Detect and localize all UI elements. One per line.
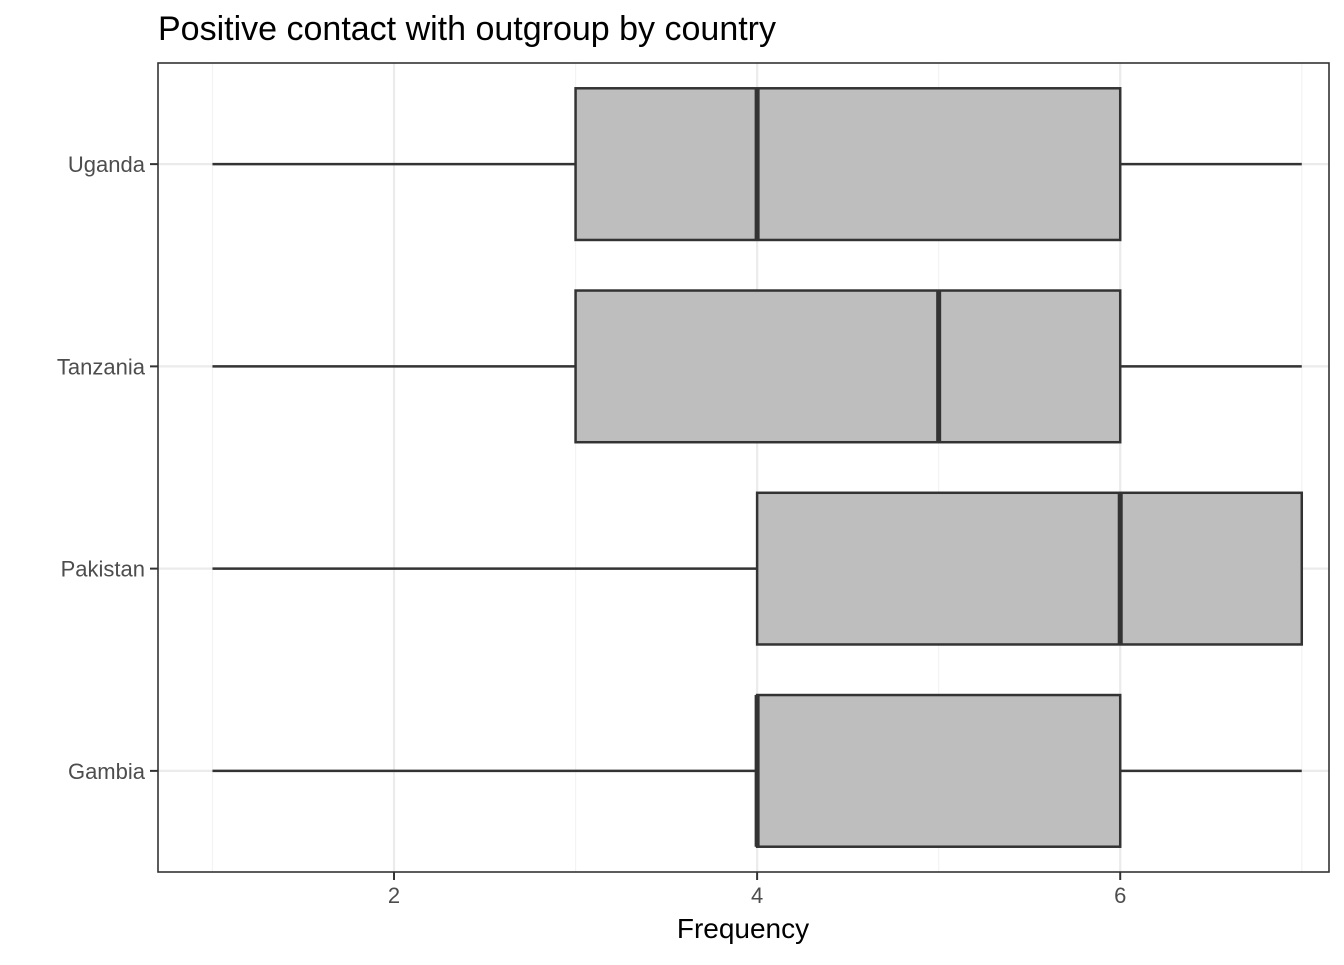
panel-border bbox=[157, 62, 1330, 873]
chart-title: Positive contact with outgroup by countr… bbox=[158, 10, 776, 48]
y-tick-label: Tanzania bbox=[57, 354, 146, 379]
box-iqr bbox=[574, 87, 1122, 242]
box-iqr bbox=[574, 289, 1122, 444]
box-tanzania bbox=[212, 289, 1302, 444]
box-iqr bbox=[755, 693, 1122, 848]
x-tick-label: 4 bbox=[751, 883, 763, 908]
box-pakistan bbox=[212, 491, 1304, 646]
y-tick-label: Uganda bbox=[68, 152, 146, 177]
y-tick-label: Pakistan bbox=[61, 557, 145, 582]
box-series bbox=[212, 87, 1304, 848]
x-tick-label: 2 bbox=[388, 883, 400, 908]
box-gambia bbox=[212, 693, 1302, 848]
box-uganda bbox=[212, 87, 1302, 242]
box-iqr bbox=[755, 491, 1304, 646]
axes: Gambia Pakistan Tanzania Uganda 2 4 6 bbox=[57, 62, 1330, 908]
y-tick-label: Gambia bbox=[68, 759, 146, 784]
x-axis-title: Frequency bbox=[677, 913, 809, 944]
x-tick-label: 6 bbox=[1114, 883, 1126, 908]
